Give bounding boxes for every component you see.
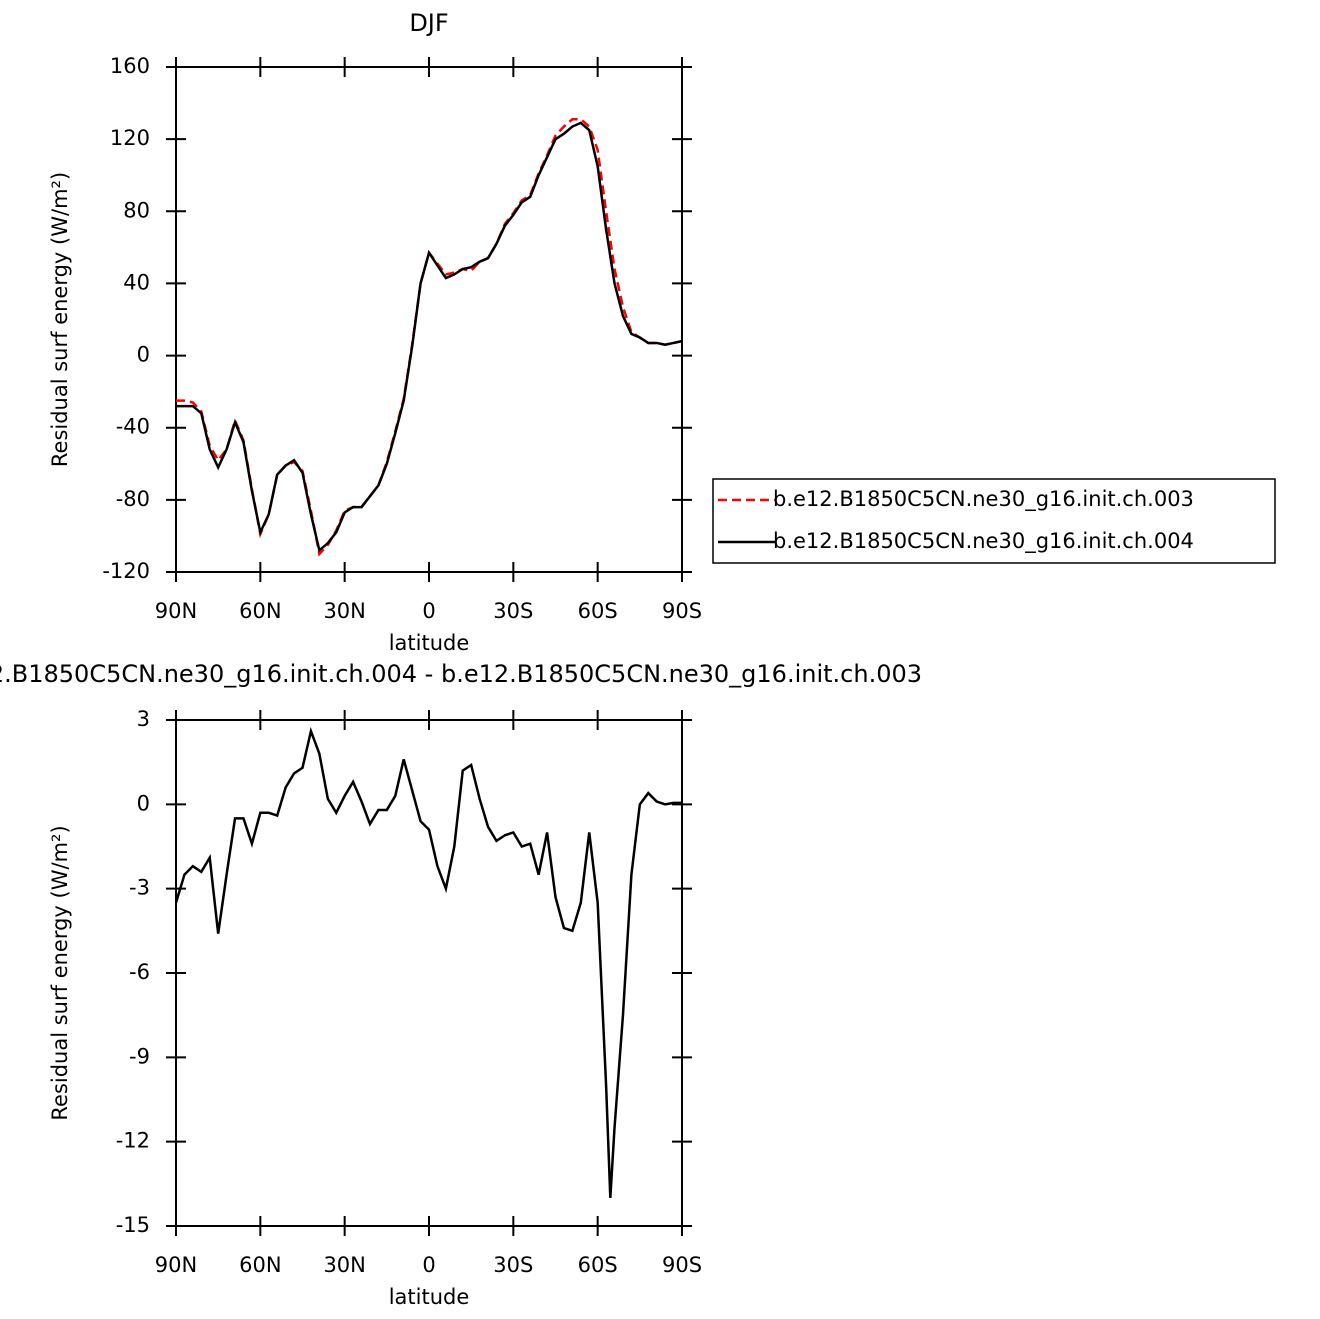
y-tick-label: 80 — [123, 198, 150, 222]
x-tick-label: 30N — [323, 599, 365, 623]
x-axis-label: latitude — [389, 1285, 470, 1309]
legend-box — [712, 478, 1276, 564]
x-tick-label: 0 — [422, 599, 435, 623]
y-tick-label: -120 — [102, 559, 150, 583]
data-line — [176, 121, 683, 553]
y-tick-label: 120 — [110, 126, 150, 150]
x-tick-label: 0 — [422, 1253, 435, 1277]
legend-label: b.e12.B1850C5CN.ne30_g16.init.ch.003 — [773, 487, 1194, 512]
x-tick-label: 60N — [239, 599, 281, 623]
x-tick-label: 60N — [239, 1253, 281, 1277]
y-tick-label: -15 — [116, 1213, 150, 1237]
x-tick-label: 90N — [155, 599, 197, 623]
chart-title: b.e12.B1850C5CN.ne30_g16.init.ch.004 - b… — [0, 660, 922, 688]
y-tick-label: 0 — [137, 343, 150, 367]
x-tick-label: 30N — [323, 1253, 365, 1277]
legend-label: b.e12.B1850C5CN.ne30_g16.init.ch.004 — [773, 529, 1194, 554]
x-tick-label: 30S — [493, 1253, 533, 1277]
x-tick-label: 90N — [155, 1253, 197, 1277]
y-tick-label: -12 — [116, 1129, 150, 1153]
y-axis-label: Residual surf energy (W/m²) — [48, 172, 72, 467]
x-tick-label: 60S — [578, 599, 618, 623]
y-tick-label: -6 — [129, 960, 150, 984]
y-tick-label: 3 — [137, 707, 150, 731]
plot-frame — [175, 719, 683, 1227]
x-tick-label: 90S — [662, 1253, 702, 1277]
chart-title: DJF — [409, 9, 448, 37]
y-tick-label: 160 — [110, 54, 150, 78]
y-tick-label: 40 — [123, 270, 150, 294]
y-axis-label: Residual surf energy (W/m²) — [48, 825, 72, 1120]
x-tick-label: 60S — [578, 1253, 618, 1277]
x-tick-label: 90S — [662, 599, 702, 623]
y-tick-label: -40 — [116, 415, 150, 439]
x-tick-label: 30S — [493, 599, 533, 623]
x-axis-label: latitude — [389, 631, 470, 655]
y-tick-label: -3 — [129, 876, 150, 900]
y-tick-label: -9 — [129, 1044, 150, 1068]
y-tick-label: -80 — [116, 487, 150, 511]
data-line — [174, 726, 682, 1198]
y-tick-label: 0 — [137, 791, 150, 815]
